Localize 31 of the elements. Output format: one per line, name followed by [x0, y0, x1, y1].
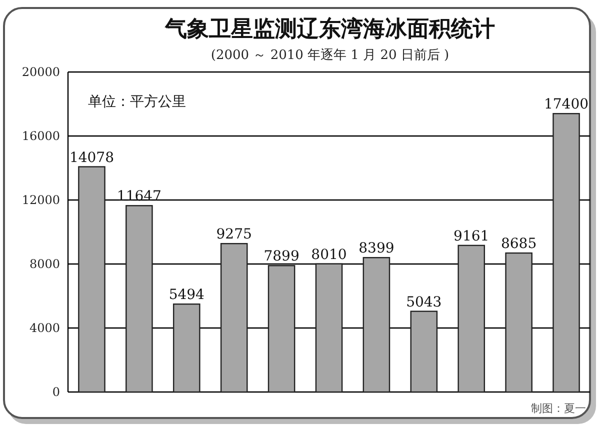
data-label: 9161 — [454, 228, 490, 244]
data-label: 5494 — [168, 287, 205, 304]
bar — [172, 303, 200, 393]
text: 制图：夏一 — [531, 402, 586, 415]
bar — [410, 310, 438, 393]
bar — [268, 265, 296, 393]
data-label: 17400 — [544, 96, 589, 113]
bar — [458, 244, 486, 393]
data-label: 8685 — [501, 236, 537, 252]
y-tick-label: 8000 — [29, 257, 60, 271]
y-tick-label: 0 — [52, 385, 60, 399]
data-label: 9275 — [216, 226, 252, 243]
y-tick-label: 12000 — [22, 193, 60, 207]
y-tick-label: 16000 — [22, 129, 60, 143]
chart-title: 气象卫星监测辽东湾海冰面积统计 — [164, 16, 495, 42]
annotation: 单位：平方公里 — [88, 94, 186, 110]
data-label: 5043 — [406, 294, 442, 310]
data-label: 14078 — [69, 150, 114, 166]
y-tick-label: 4000 — [29, 321, 60, 335]
bar — [362, 257, 390, 393]
bar — [505, 252, 532, 393]
data-label: 7899 — [264, 248, 300, 265]
data-label: 8010 — [311, 246, 347, 263]
bar — [126, 205, 153, 393]
bar — [78, 166, 106, 393]
bar — [315, 263, 343, 393]
bar — [552, 113, 580, 393]
chart-subtitle: (2000 ～ 2010 年逐年 1 月 20 日前后 ) — [210, 48, 450, 63]
data-label: 8399 — [358, 240, 394, 257]
y-tick-label: 20000 — [22, 65, 60, 79]
bar — [220, 243, 248, 393]
